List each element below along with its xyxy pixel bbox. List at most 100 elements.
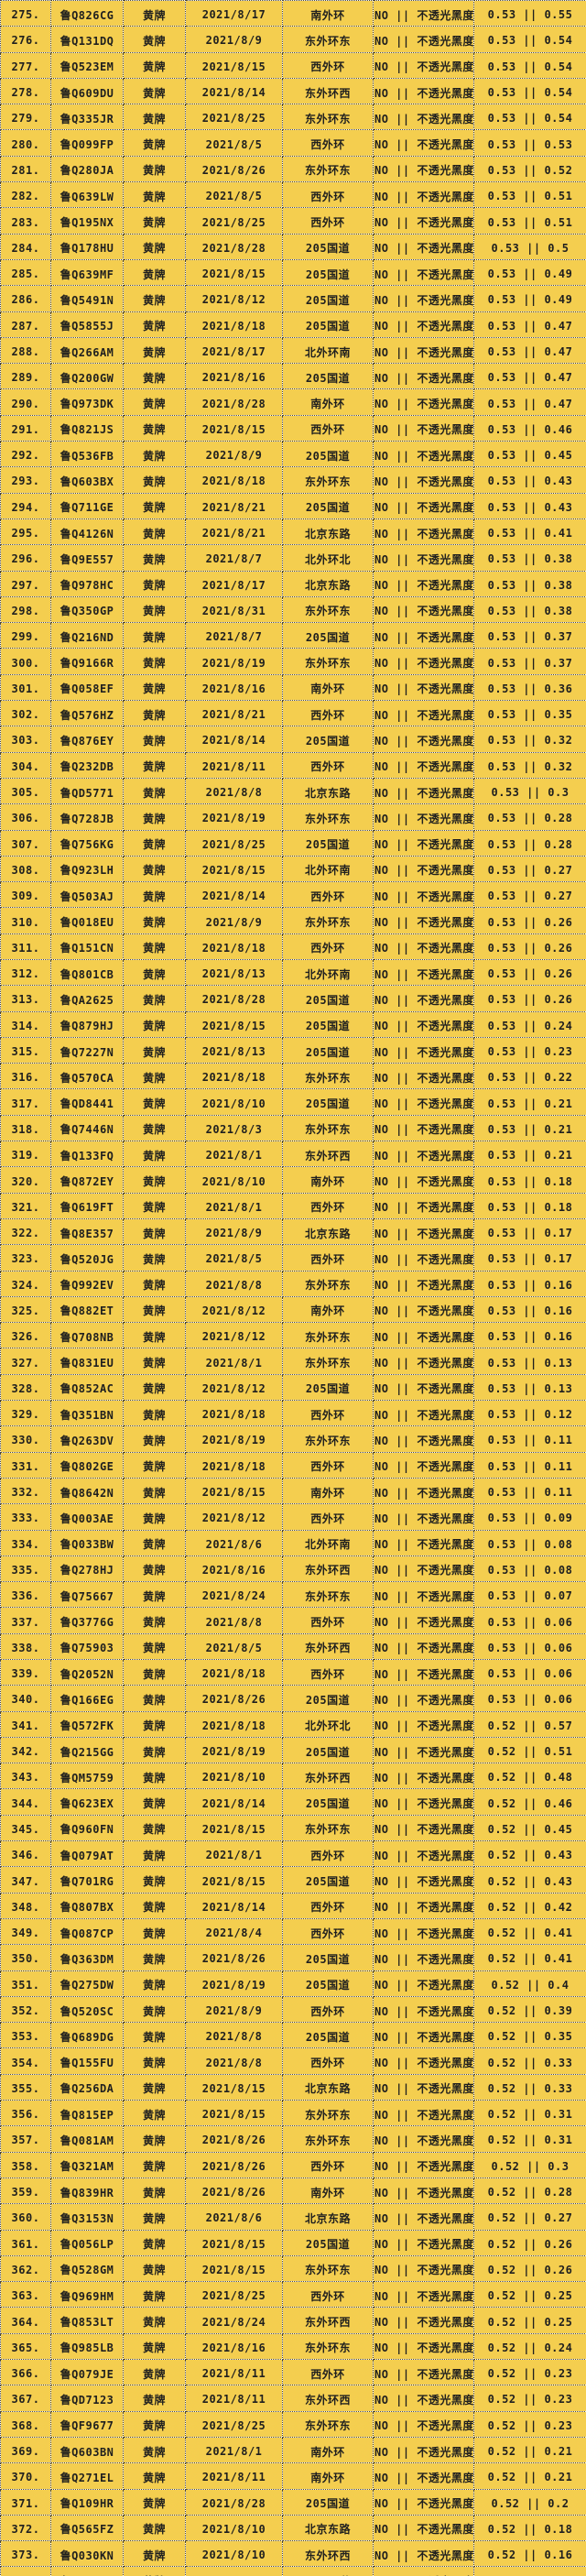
cell-row-number: 365. (0, 2332, 51, 2361)
cell-row-number: 299. (0, 622, 51, 649)
table-row: 292. 鲁Q536FB 黄牌 2021/8/9 205国道 NO || 不透光… (0, 441, 586, 468)
cell-date: 2021/8/12 (185, 1373, 283, 1402)
cell-date: 2021/8/8 (185, 1270, 283, 1297)
cell-pollutant: NO || 不透光黑度 (373, 181, 474, 209)
cell-location: 西外环 (282, 414, 374, 442)
cell-pollutant: NO || 不透光黑度 (373, 441, 474, 468)
cell-plate-type: 黄牌 (123, 1736, 186, 1764)
table-row: 324. 鲁Q992EV 黄牌 2021/8/8 东外环东 NO || 不透光黑… (0, 1270, 586, 1297)
cell-pollutant: NO || 不透光黑度 (373, 1270, 474, 1297)
cell-pollutant: NO || 不透光黑度 (373, 933, 474, 960)
table-row: 312. 鲁Q801CB 黄牌 2021/8/13 北外环南 NO || 不透光… (0, 958, 586, 987)
cell-reading: 0.53 || 0.47 (473, 363, 586, 390)
cell-plate-number: 鲁Q570CA (50, 1063, 124, 1090)
cell-pollutant: NO || 不透光黑度 (373, 1685, 474, 1712)
cell-reading: 0.53 || 0.52 (473, 155, 586, 183)
cell-date: 2021/8/18 (185, 1451, 283, 1479)
cell-location: 西外环 (282, 1244, 374, 1272)
cell-date: 2021/8/19 (185, 1425, 283, 1453)
cell-plate-type: 黄牌 (123, 1063, 186, 1090)
cell-pollutant: NO || 不透光黑度 (373, 1114, 474, 1142)
cell-row-number: 316. (0, 1063, 51, 1090)
cell-date: 2021/8/26 (185, 2177, 283, 2205)
cell-reading: 0.52 || 0.23 (473, 2359, 586, 2386)
cell-pollutant: NO || 不透光黑度 (373, 2566, 474, 2576)
cell-reading: 0.53 || 0.55 (473, 0, 586, 27)
cell-plate-type: 黄牌 (123, 363, 186, 390)
table-row: 348. 鲁Q807BX 黄牌 2021/8/14 西外环 NO || 不透光黑… (0, 1892, 586, 1919)
cell-plate-number: 鲁Q155FU (50, 2047, 124, 2075)
cell-reading: 0.53 || 0.11 (473, 1425, 586, 1453)
cell-plate-number: 鲁Q728JB (50, 803, 124, 831)
cell-plate-type: 黄牌 (123, 544, 186, 572)
cell-pollutant: NO || 不透光黑度 (373, 855, 474, 883)
table-row: 367. 鲁QD7123 黄牌 2021/8/11 东外环西 NO || 不透光… (0, 2385, 586, 2412)
cell-plate-type: 黄牌 (123, 1685, 186, 1712)
table-row: 307. 鲁Q756KG 黄牌 2021/8/25 205国道 NO || 不透… (0, 829, 586, 857)
cell-plate-type: 黄牌 (123, 1451, 186, 1479)
cell-location: 东外环东 (282, 1322, 374, 1349)
cell-pollutant: NO || 不透光黑度 (373, 2385, 474, 2412)
cell-reading: 0.53 || 0.53 (473, 129, 586, 157)
table-row: 346. 鲁Q079AT 黄牌 2021/8/1 西外环 NO || 不透光黑度… (0, 1840, 586, 1868)
cell-plate-number: 鲁Q280JA (50, 155, 124, 183)
cell-pollutant: NO || 不透光黑度 (373, 1477, 474, 1505)
cell-pollutant: NO || 不透光黑度 (373, 1788, 474, 1816)
cell-location: 西外环 (282, 1192, 374, 1219)
cell-pollutant: NO || 不透光黑度 (373, 777, 474, 805)
cell-row-number: 353. (0, 2022, 51, 2049)
cell-location: 205国道 (282, 2566, 374, 2576)
cell-pollutant: NO || 不透光黑度 (373, 388, 474, 416)
cell-row-number: 366. (0, 2359, 51, 2386)
cell-location: 东外环西 (282, 1763, 374, 1790)
cell-reading: 0.52 || 0.35 (473, 2022, 586, 2049)
cell-location: 南外环 (282, 1295, 374, 1324)
cell-date: 2021/8/11 (185, 2462, 283, 2490)
cell-reading: 0.52 || 0.48 (473, 1763, 586, 1790)
cell-plate-number: 鲁Q852AC (50, 1373, 124, 1402)
table-row: 295. 鲁Q4126N 黄牌 2021/8/21 北京东路 NO || 不透光… (0, 518, 586, 546)
cell-location: 西外环 (282, 1995, 374, 2024)
cell-date: 2021/8/9 (185, 441, 283, 468)
cell-plate-number: 鲁Q821JS (50, 414, 124, 442)
cell-row-number: 334. (0, 1529, 51, 1556)
cell-pollutant: NO || 不透光黑度 (373, 1141, 474, 1168)
cell-plate-number: 鲁Q200GW (50, 363, 124, 390)
cell-row-number: 311. (0, 933, 51, 960)
table-row: 345. 鲁Q960FN 黄牌 2021/8/15 东外环东 NO || 不透光… (0, 1814, 586, 1842)
cell-row-number: 289. (0, 363, 51, 390)
cell-date: 2021/8/18 (185, 1063, 283, 1090)
cell-pollutant: NO || 不透光黑度 (373, 207, 474, 235)
cell-plate-number: 鲁Q351BN (50, 1400, 124, 1427)
cell-plate-number: 鲁Q018EU (50, 907, 124, 934)
cell-date: 2021/8/1 (185, 2436, 283, 2464)
cell-row-number: 363. (0, 2281, 51, 2309)
cell-pollutant: NO || 不透光黑度 (373, 1503, 474, 1531)
table-row: 291. 鲁Q821JS 黄牌 2021/8/15 西外环 NO || 不透光黑… (0, 414, 586, 442)
table-row: 354. 鲁Q155FU 黄牌 2021/8/8 西外环 NO || 不透光黑度… (0, 2047, 586, 2075)
cell-plate-number: 鲁Q058EF (50, 673, 124, 702)
cell-plate-number: 鲁Q701RG (50, 1866, 124, 1894)
cell-pollutant: NO || 不透光黑度 (373, 1840, 474, 1868)
cell-date: 2021/8/26 (185, 155, 283, 183)
cell-pollutant: NO || 不透光黑度 (373, 1192, 474, 1219)
cell-pollutant: NO || 不透光黑度 (373, 2125, 474, 2153)
cell-row-number: 310. (0, 907, 51, 934)
cell-location: 205国道 (282, 258, 374, 287)
cell-reading: 0.53 || 0.28 (473, 803, 586, 831)
table-row: 341. 鲁Q572FK 黄牌 2021/8/18 北外环北 NO || 不透光… (0, 1710, 586, 1738)
cell-location: 205国道 (282, 441, 374, 468)
table-row: 370. 鲁Q271EL 黄牌 2021/8/11 南外环 NO || 不透光黑… (0, 2462, 586, 2490)
cell-reading: 0.52 || 0.23 (473, 2410, 586, 2438)
cell-plate-number: 鲁Q960FN (50, 1814, 124, 1842)
cell-pollutant: NO || 不透光黑度 (373, 751, 474, 779)
cell-location: 南外环 (282, 673, 374, 702)
cell-plate-number: 鲁Q978HC (50, 570, 124, 597)
cell-date: 2021/8/15 (185, 1866, 283, 1894)
cell-reading: 0.53 || 0.26 (473, 933, 586, 960)
cell-row-number: 314. (0, 1010, 51, 1038)
cell-row-number: 367. (0, 2385, 51, 2412)
table-row: 319. 鲁Q133FQ 黄牌 2021/8/1 东外环西 NO || 不透光黑… (0, 1141, 586, 1168)
cell-plate-type: 黄牌 (123, 1866, 186, 1894)
